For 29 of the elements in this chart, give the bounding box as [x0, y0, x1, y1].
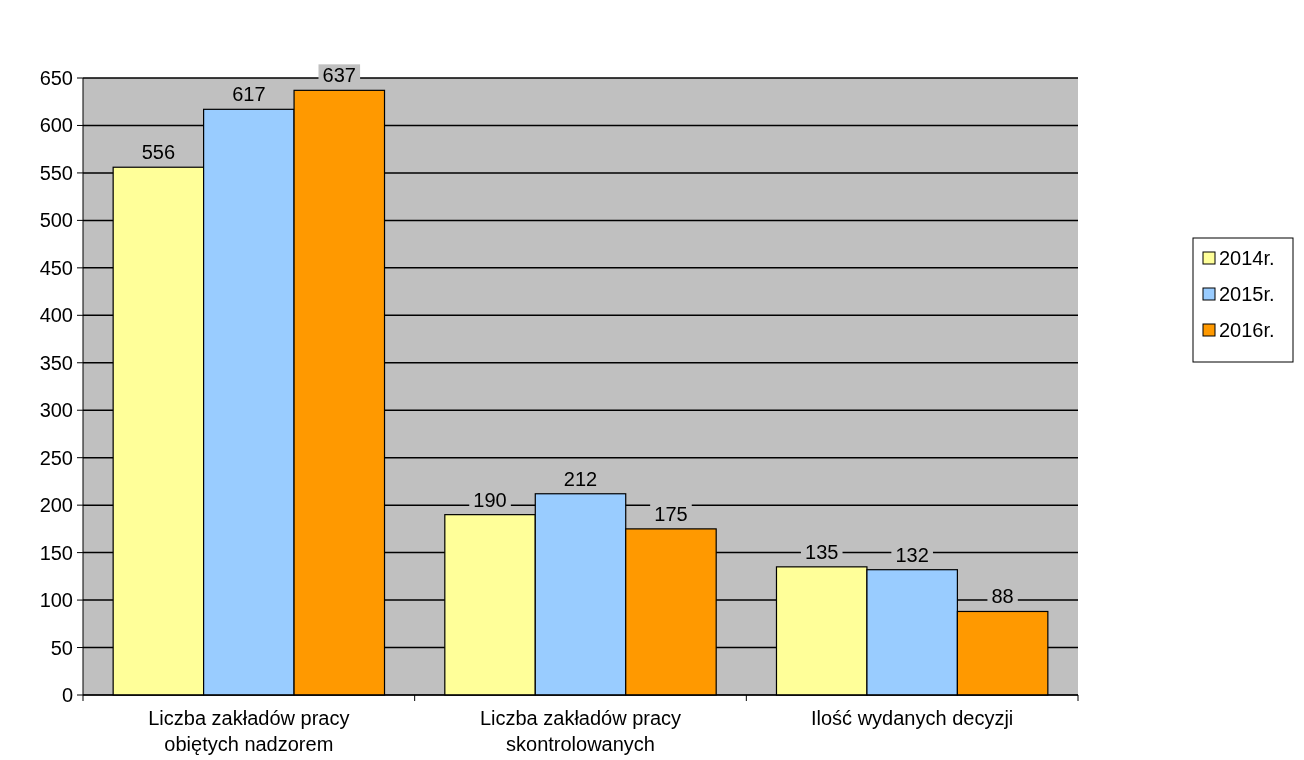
data-label: 212: [563, 467, 598, 490]
y-tick-label: 150: [39, 541, 73, 564]
data-label: 135: [805, 540, 839, 563]
y-tick-label: 350: [39, 351, 73, 374]
legend-label: 2014r.: [1219, 247, 1275, 269]
x-tick-label: Ilość wydanych decyzji: [811, 707, 1014, 729]
y-tick-label: 200: [39, 494, 73, 517]
data-label: 132: [895, 543, 929, 566]
y-tick-label: 550: [39, 161, 73, 184]
x-tick-label: Liczba zakładów pracy obiętych nadzorem: [148, 707, 350, 755]
data-label: 617: [232, 83, 266, 106]
y-tick-label: 450: [39, 256, 73, 279]
x-tick-label: Liczba zakładów pracy skontrolowanych: [479, 707, 682, 755]
y-tick-label: 50: [50, 636, 73, 659]
data-label: 190: [473, 488, 507, 511]
legend-label: 2015r.: [1219, 283, 1275, 305]
y-tick-label: 100: [39, 589, 73, 612]
y-tick-label: 650: [39, 67, 73, 89]
data-label: 637: [322, 64, 356, 87]
data-label: 175: [654, 502, 688, 525]
y-tick-label: 600: [39, 114, 73, 137]
y-tick-label: 300: [39, 399, 73, 422]
y-tick-label: 250: [39, 446, 73, 469]
data-label: 88: [991, 585, 1014, 608]
data-label: 556: [141, 141, 176, 164]
legend-label: 2016r.: [1219, 319, 1275, 341]
y-tick-label: 400: [39, 304, 73, 327]
y-tick-label: 0: [61, 684, 73, 706]
y-tick-label: 500: [39, 209, 73, 232]
